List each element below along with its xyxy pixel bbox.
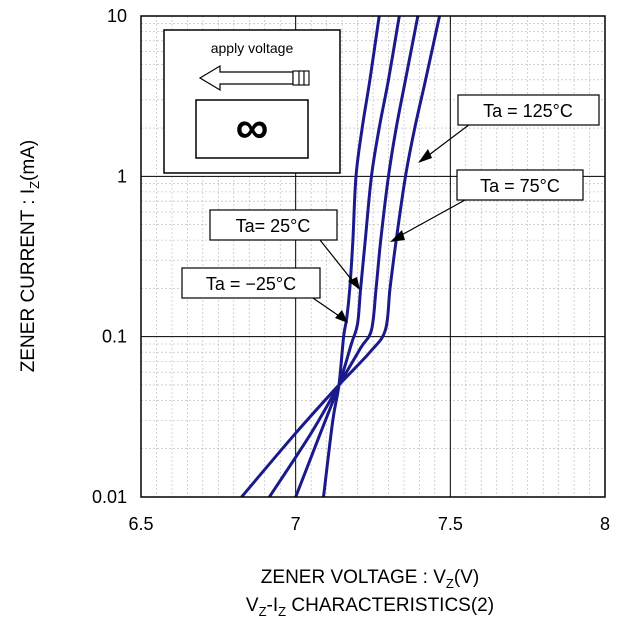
x-axis-title: ZENER VOLTAGE : VZ(V) [261,567,479,591]
x-tick-label: 7 [291,514,301,534]
callout-75c-label: Ta = 75°C [480,176,560,196]
callout-25c: Ta= 25°C [209,209,360,290]
y-tick-labels: 0.01 0.1 1 10 [92,6,127,507]
curve-series-2 [268,16,420,497]
callout-minus25c: Ta = −25°C [181,267,348,323]
callout-125c-label: Ta = 125°C [483,101,573,121]
x-tick-label: 8 [600,514,610,534]
arrow-left-icon [198,64,310,92]
callout-75c: Ta = 75°C [390,169,584,242]
x-tick-labels: 6.5 7 7.5 8 [128,514,610,534]
callout-125c: Ta = 125°C [418,94,600,163]
y-tick-label: 1 [117,166,127,186]
y-tick-label: 0.1 [102,327,127,347]
curve-series-1 [294,16,401,497]
callout-25c-label: Ta= 25°C [236,216,311,236]
callouts: Ta = 125°C Ta = 75°C Ta= 25°C Ta = −25°C [181,94,600,323]
y-tick-label: 10 [107,6,127,26]
chart-caption: VZ-IZ CHARACTERISTICS(2) [246,595,494,619]
y-tick-label: 0.01 [92,487,127,507]
curve-series-0 [322,16,381,497]
x-tick-label: 6.5 [128,514,153,534]
plot-frame [140,15,606,498]
y-axis-title: ZENER CURRENT : IZ(mA) [18,140,42,372]
curve-series-3 [240,16,441,497]
infinity-symbol: ∞ [236,101,269,153]
inset-label: apply voltage [211,40,294,56]
callout-minus25c-label: Ta = −25°C [206,274,296,294]
x-tick-label: 7.5 [438,514,463,534]
diode-package-icon [195,99,309,159]
inset-box: apply voltage ∞ [163,29,341,174]
curves [240,16,441,497]
